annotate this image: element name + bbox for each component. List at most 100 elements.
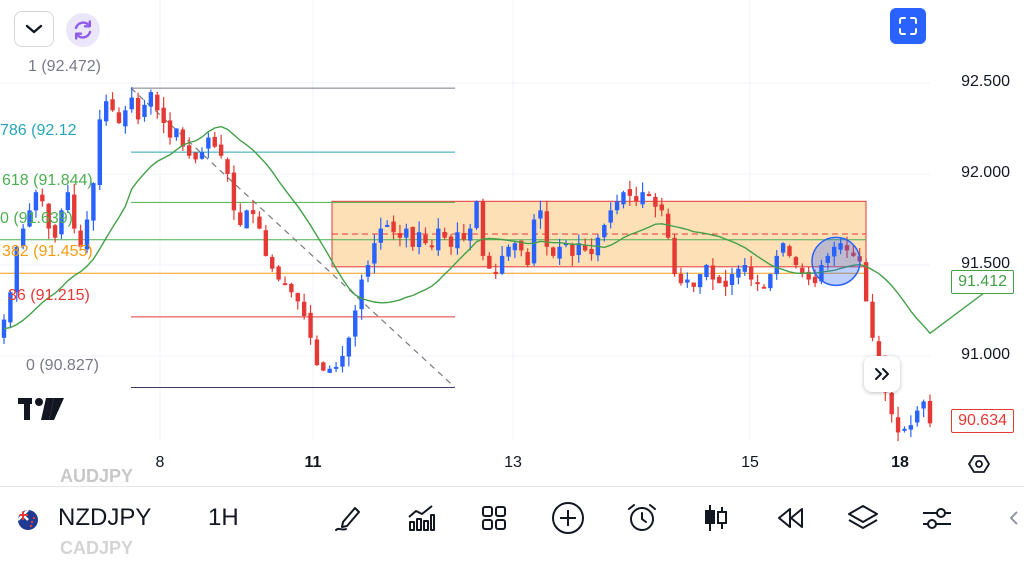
toolbar-scroll-left[interactable] (1004, 500, 1024, 536)
candle-body (244, 210, 249, 229)
candle-body (493, 271, 498, 275)
tradingview-logo (18, 398, 64, 420)
add-icon (552, 502, 584, 534)
nz-flag-icon (18, 510, 38, 530)
hexagon-settings-icon (968, 455, 990, 473)
candle-body (135, 98, 141, 120)
candle-body (844, 245, 850, 251)
candle-body (825, 255, 831, 263)
price-axis-label: 91.000 (961, 346, 1010, 363)
candle-body (91, 183, 96, 221)
time-axis-label: 15 (741, 454, 759, 471)
candle-body (372, 243, 377, 264)
fullscreen-button[interactable] (890, 8, 926, 44)
candle-body (257, 216, 262, 229)
candle-body (346, 337, 352, 357)
candles-icon (705, 505, 727, 531)
price-chart[interactable] (0, 0, 1024, 480)
indicators-button[interactable] (403, 500, 439, 536)
candle-body (199, 152, 205, 159)
collapse-button[interactable] (14, 11, 54, 47)
candle-body (397, 233, 403, 238)
candle-body (544, 211, 550, 247)
fibonacci-retracement[interactable] (0, 87, 866, 388)
candle-body (187, 145, 192, 156)
layers-icon (848, 505, 878, 529)
scroll-to-latest-button[interactable] (864, 356, 900, 392)
candle-body (174, 128, 179, 138)
candle-body (27, 210, 32, 227)
candle-body (787, 246, 792, 256)
candle-body (563, 243, 569, 246)
candle-body (103, 101, 109, 122)
candle-body (570, 244, 575, 256)
candle-body (832, 246, 837, 257)
candle-body (142, 104, 147, 117)
crosshair-highlight[interactable] (811, 236, 861, 287)
candle-body (365, 265, 371, 277)
candle-body (525, 252, 530, 265)
candle-body (148, 92, 154, 107)
candle-body (40, 194, 45, 202)
candle-body (84, 219, 90, 250)
chart-settings-button[interactable] (964, 450, 994, 478)
symbol-list-previous[interactable]: AUDJPY (60, 466, 134, 486)
candle-body (289, 283, 294, 293)
candle-body (531, 219, 537, 264)
candle-body (889, 392, 894, 415)
candle-body (736, 268, 741, 278)
candlestick-series (1, 87, 933, 442)
candle-body (455, 232, 460, 249)
candle-body (314, 339, 320, 366)
candle-body (65, 192, 71, 211)
chart-type-button[interactable] (698, 500, 734, 536)
candle-body (678, 273, 684, 284)
fib-label: 382 (91.455) (2, 243, 93, 261)
candle-body (876, 341, 882, 356)
layouts-button[interactable] (476, 500, 512, 536)
refresh-icon (74, 20, 92, 40)
symbol-list-next[interactable]: CADJPY (60, 538, 134, 558)
candle-body (538, 210, 543, 219)
replay-button[interactable] (772, 500, 808, 536)
bottom-fade (0, 550, 1024, 576)
alert-button[interactable] (624, 500, 660, 536)
candle-body (238, 212, 243, 225)
candle-body (295, 292, 300, 302)
candle-body (921, 401, 926, 409)
settings-button[interactable] (919, 500, 955, 536)
candle-body (353, 310, 358, 337)
candle-body (602, 224, 607, 238)
interval-selector[interactable]: 1H (208, 504, 239, 531)
candle-body (423, 234, 428, 244)
fib-label: 786 (92.12 (0, 122, 77, 140)
candle-body (895, 417, 901, 433)
candle-body (442, 231, 447, 238)
candle-body (161, 107, 166, 124)
candle-body (582, 244, 588, 251)
candle-body (774, 255, 779, 275)
candle-body (129, 97, 134, 110)
candle-body (474, 201, 479, 229)
add-button[interactable] (550, 500, 586, 536)
last-price-tag: 90.634 (951, 408, 1014, 433)
candle-body (250, 210, 256, 215)
candle-body (218, 144, 224, 156)
sync-button[interactable] (66, 13, 100, 47)
chevron-left-icon (1009, 511, 1018, 525)
candle-body (685, 279, 690, 283)
objects-tree-button[interactable] (845, 500, 881, 536)
time-axis-label: 18 (891, 454, 909, 471)
indicators-icon (408, 505, 435, 531)
candle-body (391, 221, 396, 233)
candle-body (206, 137, 211, 149)
drawing-tools-button[interactable] (330, 500, 366, 536)
alarm-icon (628, 504, 656, 531)
candle-body (793, 257, 799, 265)
dashed-trendline[interactable] (130, 87, 456, 388)
candle-body (838, 243, 843, 250)
symbol-selector[interactable]: NZDJPY (58, 504, 152, 531)
candle-body (72, 194, 77, 229)
candle-body (276, 266, 281, 280)
candle-body (448, 236, 454, 247)
